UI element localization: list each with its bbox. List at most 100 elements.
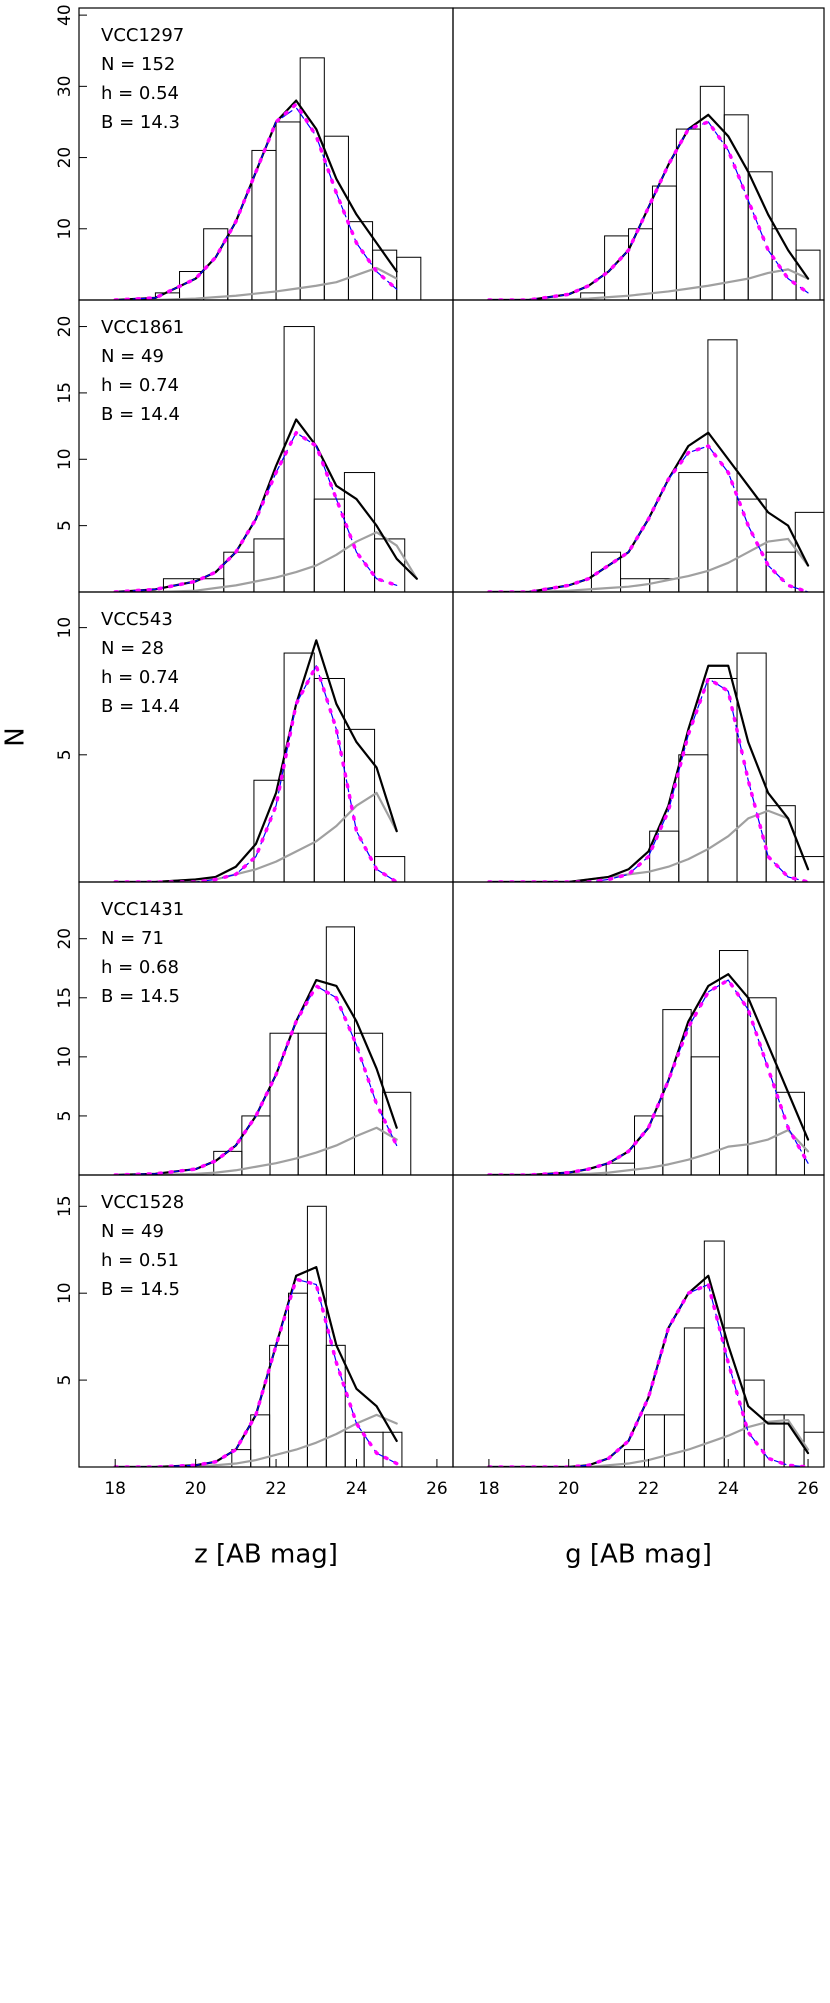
annotation: VCC1861 — [101, 317, 184, 338]
panel — [487, 950, 810, 1175]
y-tick-label: 5 — [55, 749, 75, 760]
density-curve — [487, 120, 810, 300]
annotation: VCC1528 — [101, 1192, 184, 1213]
y-axis-label: N — [1, 727, 31, 746]
histogram-bar — [723, 114, 749, 300]
histogram-bar — [765, 805, 796, 882]
panel — [113, 639, 406, 882]
x-tick-label: 18 — [104, 1479, 126, 1499]
x-tick-label: 24 — [717, 1479, 739, 1499]
histogram-bar — [323, 135, 349, 300]
histogram-bar — [306, 1205, 327, 1467]
histogram-bar — [675, 128, 701, 300]
density-curve — [114, 639, 398, 882]
histogram-bar — [678, 754, 709, 882]
panel-frame — [452, 591, 825, 883]
y-tick-label: 15 — [55, 987, 75, 1009]
annotation: B = 14.5 — [101, 986, 180, 1007]
y-tick-label: 10 — [55, 617, 75, 639]
panel-frame — [78, 299, 454, 593]
histogram-bar — [396, 256, 422, 300]
histogram-bar — [794, 856, 824, 882]
density-curve — [114, 1126, 398, 1175]
histogram-bar — [703, 1240, 725, 1467]
histogram-bar — [736, 652, 767, 882]
histogram-bar — [275, 121, 301, 300]
density-curve — [488, 677, 809, 882]
histogram-bar — [299, 57, 325, 300]
x-tick-label: 22 — [265, 1479, 287, 1499]
density-curve — [487, 978, 810, 1175]
density-curve — [114, 266, 398, 300]
density-curve — [487, 444, 810, 592]
annotation: B = 14.3 — [101, 112, 180, 133]
annotation: h = 0.54 — [101, 83, 179, 104]
density-curve — [488, 1283, 809, 1467]
x-tick-label: 22 — [638, 1479, 660, 1499]
y-tick-label: 20 — [55, 928, 75, 950]
histogram-bar — [344, 1431, 365, 1467]
x-tick-label: 26 — [426, 1479, 448, 1499]
histogram-bar — [269, 1344, 290, 1467]
histogram-bar — [590, 551, 622, 592]
density-curve — [114, 1278, 398, 1467]
density-curve — [114, 665, 398, 882]
density-curve — [114, 418, 418, 592]
y-tick-label: 5 — [55, 520, 75, 531]
panel-frame — [452, 299, 825, 593]
density-curve — [114, 531, 418, 592]
x-tick-label: 18 — [478, 1479, 500, 1499]
panel — [113, 1205, 403, 1467]
histogram-bar — [723, 1327, 745, 1467]
annotation: N = 71 — [101, 928, 164, 949]
y-tick-label: 5 — [55, 1375, 75, 1386]
histogram-bar — [253, 779, 285, 882]
annotation: N = 49 — [101, 346, 164, 367]
y-tick-label: 30 — [55, 76, 75, 98]
y-tick-label: 20 — [55, 316, 75, 338]
panel-frame — [452, 7, 825, 301]
panel-frame — [78, 591, 454, 883]
density-curve — [487, 809, 810, 882]
annotation: h = 0.74 — [101, 667, 179, 688]
histogram-bar — [283, 652, 315, 882]
density-curve — [114, 432, 398, 592]
histogram-bar — [313, 498, 345, 592]
histogram-bar — [283, 326, 315, 592]
density-curve — [487, 1129, 810, 1175]
annotation: VCC543 — [101, 609, 173, 630]
y-tick-label: 10 — [55, 448, 75, 470]
panel — [487, 85, 821, 300]
density-curve — [487, 537, 810, 592]
x-tick-label: 26 — [797, 1479, 819, 1499]
density-curve — [113, 664, 399, 882]
density-curve — [487, 1274, 810, 1467]
y-tick-label: 40 — [55, 4, 75, 26]
histogram-bar — [353, 1032, 384, 1175]
annotation: h = 0.51 — [101, 1250, 179, 1271]
annotation: h = 0.74 — [101, 375, 179, 396]
density-curve — [487, 973, 810, 1175]
x-axis-label: g [AB mag] — [565, 1540, 712, 1570]
density-curve — [487, 664, 810, 882]
histogram-bar — [795, 249, 821, 300]
annotation: N = 28 — [101, 638, 164, 659]
annotation: N = 152 — [101, 54, 175, 75]
y-tick-label: 10 — [55, 1282, 75, 1304]
histogram-bar — [771, 228, 797, 300]
histogram-bar — [747, 997, 777, 1175]
density-curve — [114, 1413, 398, 1467]
panel — [113, 926, 412, 1175]
panel — [487, 652, 824, 882]
y-tick-label: 15 — [55, 382, 75, 404]
density-curve — [113, 102, 399, 300]
panel-frame — [452, 1174, 825, 1468]
histogram-bar — [747, 171, 773, 300]
annotation: h = 0.68 — [101, 957, 179, 978]
panel — [487, 1240, 824, 1467]
density-curve — [488, 121, 809, 300]
density-curve — [488, 979, 809, 1175]
histogram-bar — [363, 1431, 384, 1467]
histogram-bar — [372, 249, 398, 300]
